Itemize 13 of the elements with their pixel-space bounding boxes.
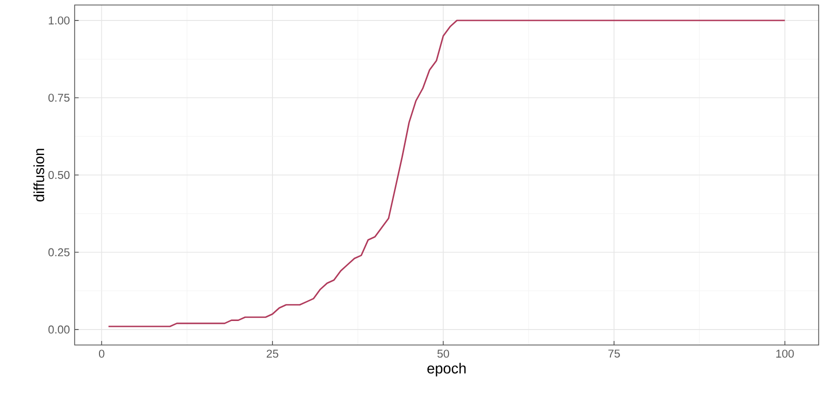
x-tick-label: 100 — [776, 350, 794, 358]
y-axis-title: diffusion — [33, 148, 44, 202]
y-tick-label: 0.75 — [48, 94, 70, 102]
x-tick-label: 75 — [608, 350, 620, 358]
x-axis-title: epoch — [427, 362, 466, 376]
y-tick-label: 0.00 — [48, 326, 70, 334]
line-series — [108, 20, 786, 328]
y-tick-label: 0.25 — [48, 248, 70, 256]
y-tick-label: 1.00 — [48, 16, 70, 24]
x-tick-label: 50 — [437, 350, 450, 358]
x-tick-label: 0 — [98, 350, 104, 358]
y-tick-label: 0.50 — [48, 171, 70, 179]
x-tick-label: 25 — [266, 350, 278, 358]
